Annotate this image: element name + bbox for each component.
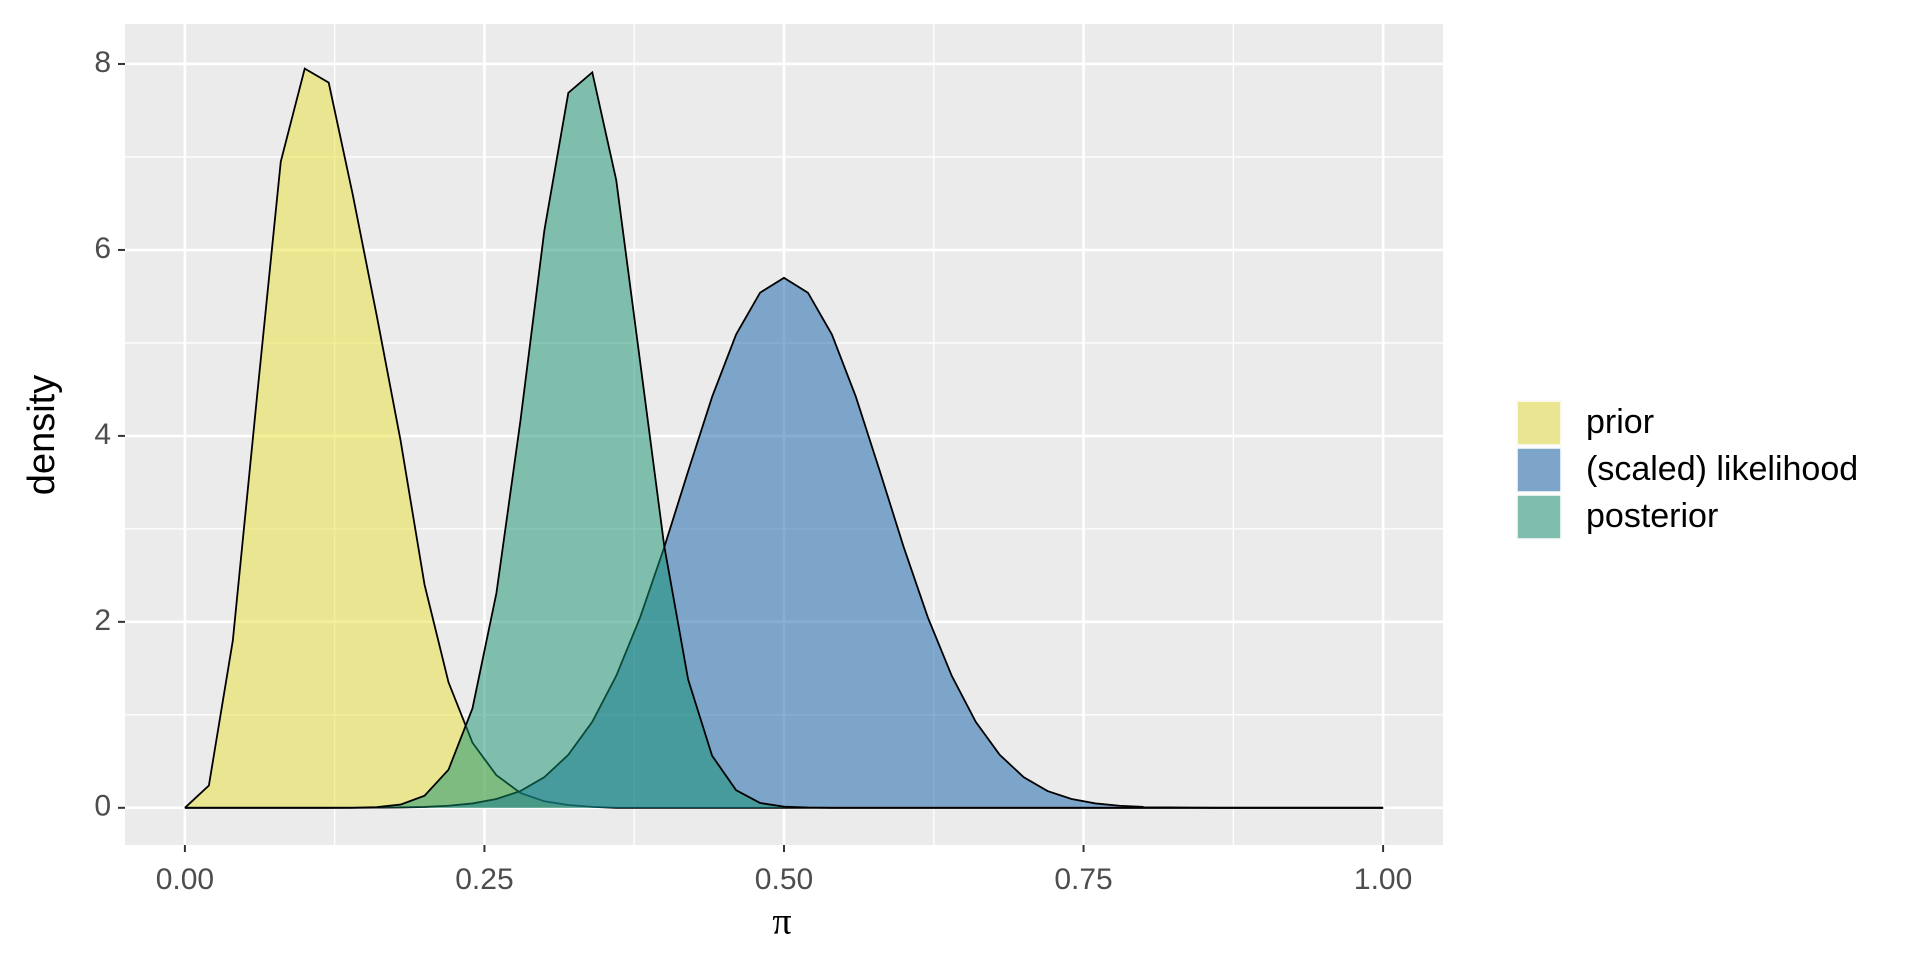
- legend-label: (scaled) likelihood: [1586, 450, 1858, 488]
- x-tick-label: 0.25: [455, 863, 513, 896]
- x-tick-label: 0.50: [755, 863, 813, 896]
- legend-key: [1516, 447, 1562, 493]
- legend-label: posterior: [1586, 497, 1718, 535]
- y-tick-label: 8: [94, 46, 111, 79]
- axes: 0 2 4 6 8 0.00 0.25 0.50 0.75 1.00: [94, 46, 1412, 896]
- legend-key: [1516, 400, 1562, 446]
- y-tick-label: 0: [94, 790, 111, 823]
- legend-key: [1516, 494, 1562, 540]
- area: [184, 277, 1384, 808]
- areas: [184, 67, 1384, 809]
- x-axis-title: π: [772, 901, 791, 943]
- x-tick-label: 1.00: [1354, 863, 1412, 896]
- line: [184, 70, 1384, 809]
- y-tick-label: 2: [94, 604, 111, 637]
- y-axis-title: density: [21, 375, 63, 495]
- legend: prior (scaled) likelihood posterior: [1516, 400, 1858, 540]
- area: [184, 68, 1384, 808]
- y-tick-label: 4: [94, 418, 111, 451]
- y-tick-label: 6: [94, 232, 111, 265]
- x-tick-label: 0.00: [156, 863, 214, 896]
- legend-label: prior: [1586, 403, 1654, 441]
- x-tick-label: 0.75: [1054, 863, 1112, 896]
